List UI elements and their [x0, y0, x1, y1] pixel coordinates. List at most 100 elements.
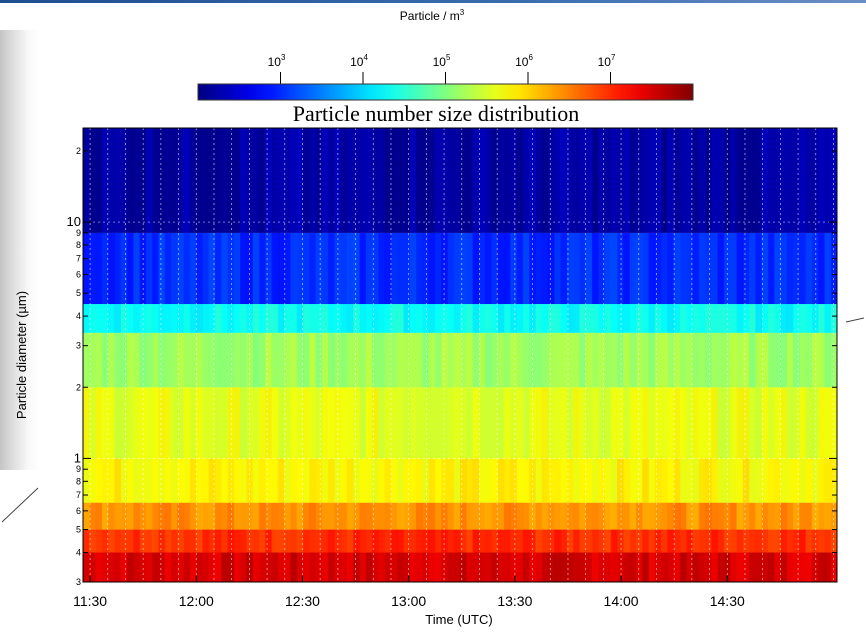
- heatmap-cell: [811, 552, 819, 582]
- heatmap-cell: [108, 304, 116, 333]
- heatmap-cell: [560, 332, 568, 388]
- heatmap-cell: [604, 458, 612, 503]
- heatmap-cell: [309, 387, 317, 459]
- heatmap-cell: [793, 529, 800, 553]
- heatmap-cell: [761, 304, 769, 333]
- heatmap-cell: [372, 458, 379, 503]
- heatmap-cell: [265, 458, 273, 503]
- heatmap-cell: [403, 232, 411, 305]
- heatmap-cell: [397, 529, 405, 553]
- heatmap-cell: [271, 332, 279, 388]
- heatmap-cell: [730, 552, 738, 582]
- heatmap-cell: [497, 458, 505, 503]
- heatmap-cell: [723, 387, 731, 459]
- heatmap-cell: [824, 552, 832, 582]
- heatmap-cell: [711, 128, 719, 233]
- heatmap-cell: [535, 529, 543, 553]
- heatmap-cell: [818, 458, 826, 503]
- heatmap-cell: [214, 502, 222, 530]
- heatmap-cell: [460, 304, 467, 333]
- heatmap-cell: [321, 458, 329, 503]
- heatmap-cell: [139, 128, 147, 233]
- heatmap-cell: [158, 502, 166, 530]
- heatmap-cell: [258, 232, 266, 305]
- heatmap-cell: [302, 502, 310, 530]
- heatmap-cell: [290, 387, 298, 459]
- heatmap-cell: [805, 458, 813, 503]
- heatmap-cell: [579, 128, 587, 233]
- heatmap-cell: [554, 502, 562, 530]
- heatmap-cell: [284, 304, 291, 333]
- heatmap-cell: [503, 552, 511, 582]
- heatmap-cell: [246, 232, 254, 305]
- heatmap-cell: [302, 458, 310, 503]
- heatmap-cell: [736, 232, 744, 305]
- heatmap-cell: [214, 128, 222, 233]
- heatmap-cell: [749, 387, 756, 459]
- heatmap-cell: [648, 232, 656, 305]
- heatmap-cell: [818, 502, 826, 530]
- heatmap-cell: [290, 232, 298, 305]
- heatmap-cell: [158, 458, 166, 503]
- heatmap-cell: [686, 128, 694, 233]
- heatmap-cell: [711, 332, 719, 388]
- heatmap-cell: [277, 458, 285, 503]
- heatmap-cell: [591, 502, 599, 530]
- heatmap-cell: [227, 304, 235, 333]
- heatmap-cell: [384, 304, 392, 333]
- heatmap-cell: [610, 332, 618, 388]
- heatmap-cell: [466, 552, 474, 582]
- heatmap-cell: [485, 304, 493, 333]
- heatmap-cell: [447, 128, 455, 233]
- heatmap-cell: [654, 387, 662, 459]
- heatmap-cell: [629, 387, 637, 459]
- heatmap-cell: [416, 552, 423, 582]
- x-tick-label: 14:00: [604, 593, 639, 609]
- heatmap-cell: [610, 529, 618, 553]
- heatmap-cell: [83, 529, 90, 553]
- heatmap-cell: [409, 387, 417, 459]
- heatmap-cell: [673, 332, 681, 388]
- heatmap-cell: [503, 232, 511, 305]
- heatmap-cell: [516, 387, 524, 459]
- chart-title: Particle number size distribution: [293, 101, 580, 126]
- heatmap-cell: [491, 529, 499, 553]
- heatmap-cell: [604, 332, 612, 388]
- heatmap-cell: [579, 304, 587, 333]
- heatmap-cell: [284, 332, 291, 388]
- heatmap-cell: [365, 502, 373, 530]
- heatmap-cell: [321, 552, 329, 582]
- heatmap-cell: [642, 332, 650, 388]
- heatmap-cell: [591, 552, 599, 582]
- heatmap-cell: [202, 458, 210, 503]
- heatmap-cell: [453, 304, 461, 333]
- heatmap-cell: [793, 304, 800, 333]
- heatmap-cell: [453, 232, 461, 305]
- heatmap-cell: [114, 458, 122, 503]
- heatmap-cell: [830, 387, 837, 459]
- heatmap-cell: [786, 529, 794, 553]
- heatmap-cell: [390, 552, 398, 582]
- heatmap-cell: [441, 502, 449, 530]
- heatmap-cell: [805, 304, 813, 333]
- heatmap-cell: [510, 387, 518, 459]
- heatmap-cell: [623, 232, 631, 305]
- heatmap-cell: [774, 387, 782, 459]
- heatmap-cell: [315, 502, 323, 530]
- heatmap-cell: [717, 552, 725, 582]
- heatmap-cell: [328, 387, 335, 459]
- heatmap-cell: [328, 332, 335, 388]
- heatmap-cell: [441, 304, 449, 333]
- heatmap-cell: [265, 232, 273, 305]
- heatmap-cell: [108, 529, 116, 553]
- heatmap-cell: [705, 552, 712, 582]
- heatmap-cell: [598, 304, 606, 333]
- heatmap-cell: [233, 502, 241, 530]
- heatmap-cell: [830, 128, 837, 233]
- heatmap-cell: [686, 502, 694, 530]
- heatmap-cell: [434, 458, 442, 503]
- heatmap-cell: [793, 332, 800, 388]
- heatmap-cell: [89, 332, 97, 388]
- heatmap-cell: [177, 304, 185, 333]
- heatmap-cell: [164, 529, 172, 553]
